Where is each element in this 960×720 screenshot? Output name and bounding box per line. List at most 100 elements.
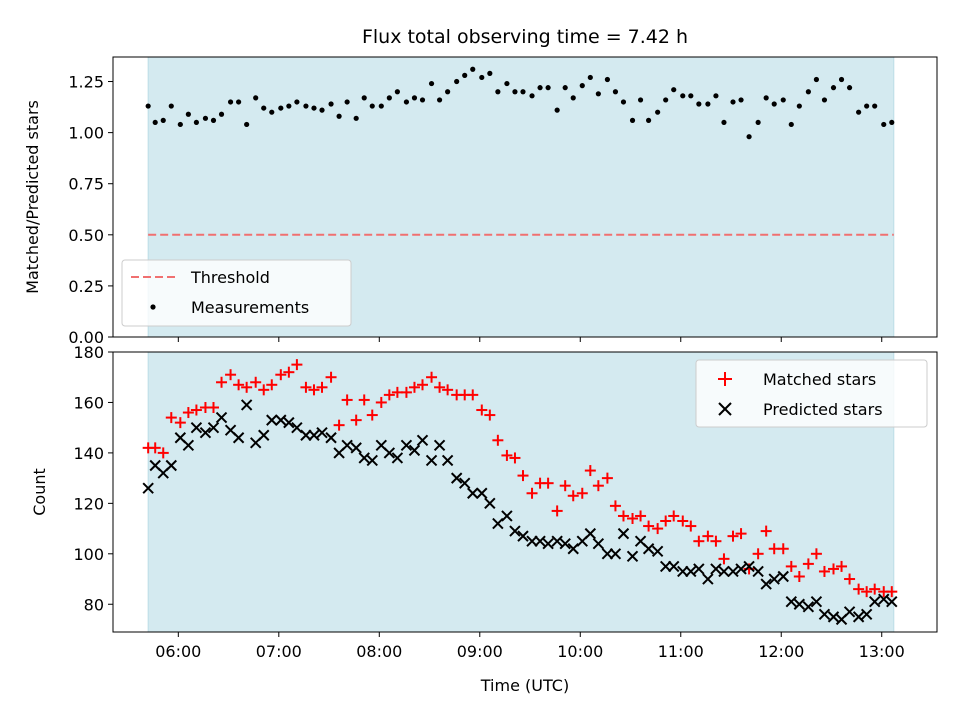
matched-star-point [752,548,764,560]
measurement-point [646,117,652,123]
predicted-star-point [727,565,739,578]
top-ytick-label: 1.25 [68,73,104,92]
predicted-star-point [886,596,898,608]
predicted-star-point [283,416,295,429]
xtick-label: 12:00 [758,642,804,661]
measurement-point [637,97,644,103]
matched-star-point [609,500,621,512]
matched-star-point [551,505,563,517]
xtick-label: 13:00 [859,642,905,661]
predicted-star-point [366,454,378,467]
predicted-star-point [291,421,303,434]
top-panel: Flux total observing time = 7.42 h 0.00 0… [23,26,938,347]
matched-star-point [300,381,312,393]
predicted-star-point [651,545,664,557]
matched-star-point [652,523,664,535]
measurement-point [705,101,711,107]
legend-predicted-label: Predicted stars [763,400,883,419]
matched-star-point [316,381,328,393]
measurement-point [454,78,460,85]
measurement-point [428,80,435,87]
measurement-point [788,121,794,128]
measurement-point [856,109,862,115]
matched-star-point [576,487,588,499]
predicted-star-point [878,593,890,605]
matched-star-point [869,583,881,595]
measurement-point [604,76,611,83]
measurement-point [303,103,309,109]
xtick-label: 11:00 [658,642,704,661]
matched-star-point [836,560,848,572]
predicted-star-point [718,565,730,578]
measurement-point [193,119,200,126]
measurement-point [253,95,259,101]
measurement-point [445,89,451,95]
matched-star-point [250,376,262,388]
matched-star-point [509,452,521,464]
xtick-label: 08:00 [356,642,402,661]
measurement-point [813,76,820,83]
predicted-star-point [609,548,622,560]
predicted-star-point [626,550,639,563]
predicted-star-point [752,565,764,578]
matched-star-point [685,520,697,532]
measurement-point [344,99,350,105]
matched-star-point [383,389,395,401]
measurement-point [746,134,752,140]
matched-star-point [501,449,513,461]
predicted-star-point [743,560,755,573]
predicted-star-point [441,454,454,467]
matched-star-point [818,565,830,577]
predicted-star-point [559,538,571,550]
predicted-star-point [542,538,554,550]
matched-star-point [853,583,865,595]
measurement-point [872,103,878,109]
matched-star-point [793,571,805,583]
measurement-point [487,70,493,76]
predicted-star-point [416,434,429,446]
predicted-star-point [793,598,806,610]
matched-star-point [592,480,604,492]
top-y-axis-label: Matched/Predicted stars [23,100,42,294]
bottom-legend: Matched stars Predicted stars [695,359,928,428]
predicted-star-point [207,421,220,434]
matched-star-point [861,586,873,598]
matched-star-point [492,434,504,446]
bottom-ytick-label: 140 [73,444,104,463]
top-legend-box [121,259,352,327]
measurement-point [520,89,526,95]
bottom-plot-frame [112,351,938,633]
predicted-star-point [802,601,815,613]
matched-star-point [777,543,789,555]
matched-star-point [333,419,345,431]
measurement-point [278,105,284,111]
predicted-star-point [350,442,362,454]
measurement-point [830,85,837,91]
predicted-star-point [215,411,228,424]
measurement-point [336,113,342,119]
matched-star-point [233,379,245,391]
predicted-star-point [509,525,521,537]
matched-star-point [174,417,186,429]
top-ytick-label: 0.25 [68,277,104,296]
matched-star-point [643,520,655,532]
predicted-star-point [843,606,856,618]
measurement-point [210,117,217,123]
matched-star-point [216,376,228,388]
matched-star-point [157,447,169,459]
predicted-star-point [592,538,605,550]
top-legend: Threshold Measurements [121,259,352,327]
matched-star-point [567,490,579,502]
measurement-point [202,115,209,121]
matched-star-point [559,480,571,492]
predicted-star-point [275,414,287,426]
predicted-star-point [685,565,697,578]
predicted-star-point [868,596,881,608]
predicted-star-point [617,527,630,540]
matched-star-point [207,401,219,413]
measurement-point [629,117,636,123]
measurement-point [495,89,501,95]
matched-star-point [886,586,898,598]
matched-star-point [627,512,639,524]
